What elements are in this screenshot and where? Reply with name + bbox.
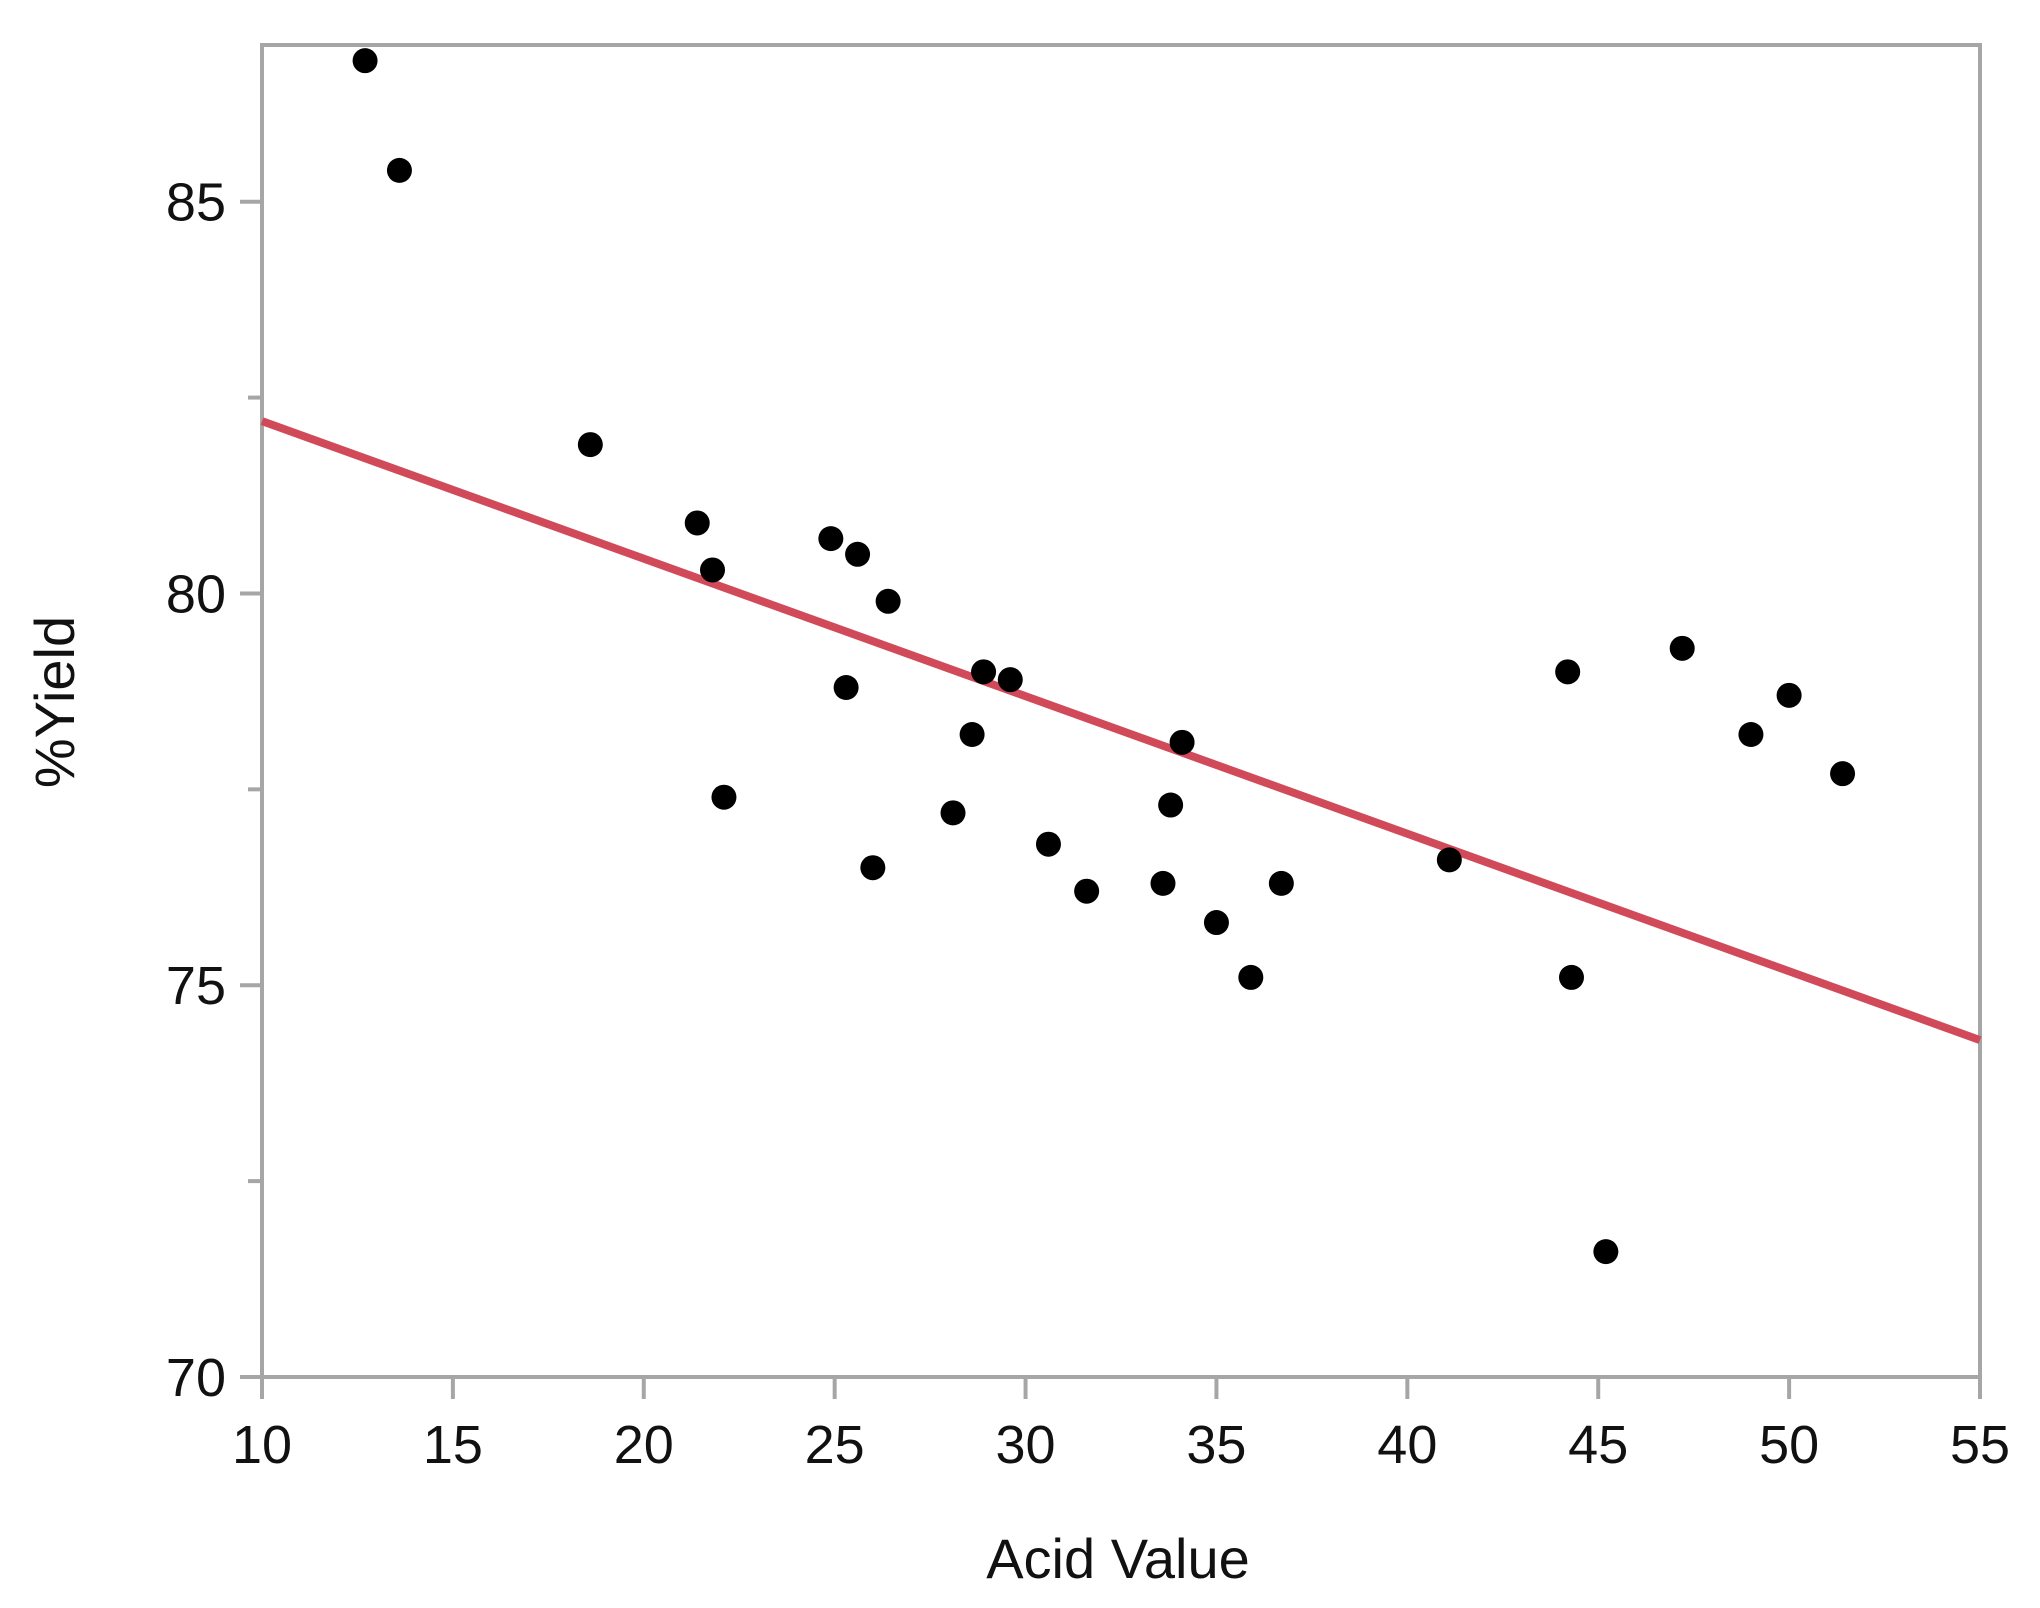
data-point [352, 48, 378, 74]
plot-border [260, 43, 1982, 1379]
data-point [818, 526, 844, 552]
y-tick-label: 85 [166, 173, 226, 233]
data-point [1593, 1239, 1619, 1265]
data-point [875, 588, 901, 614]
y-axis-title: %Yield [23, 616, 86, 788]
plot-frame [260, 43, 1982, 1379]
x-tick-label: 55 [1950, 1415, 2010, 1475]
data-point [1158, 792, 1184, 818]
data-point [845, 541, 871, 567]
x-tick-label: 35 [1186, 1415, 1246, 1475]
x-axis-title: Acid Value [986, 1527, 1250, 1590]
data-point [860, 855, 886, 881]
data-point [699, 557, 725, 583]
data-point [971, 659, 997, 685]
data-point [1203, 910, 1229, 936]
data-point [940, 800, 966, 826]
y-axis-ticks: 70 75 80 85 [166, 173, 262, 1408]
x-tick-label: 15 [423, 1415, 483, 1475]
data-point [833, 674, 859, 700]
data-point [1738, 722, 1764, 748]
data-point [386, 157, 412, 183]
points-layer [352, 48, 1856, 1265]
data-point [997, 667, 1023, 693]
y-tick-label: 80 [166, 564, 226, 624]
x-tick-label: 30 [996, 1415, 1056, 1475]
data-point [1436, 847, 1462, 873]
fit-line [260, 417, 1982, 1044]
x-tick-label: 25 [805, 1415, 865, 1475]
data-point [959, 722, 985, 748]
data-point [1555, 659, 1581, 685]
data-point [1830, 761, 1856, 787]
data-point [1238, 964, 1264, 990]
data-point [1558, 964, 1584, 990]
fit-line-layer [260, 417, 1982, 1044]
x-tick-label: 40 [1377, 1415, 1437, 1475]
x-axis-ticks: 10 15 20 25 30 35 40 45 50 55 [232, 1377, 2010, 1475]
x-tick-label: 10 [232, 1415, 292, 1475]
data-point [1035, 831, 1061, 857]
x-tick-label: 20 [614, 1415, 674, 1475]
y-tick-label: 75 [166, 956, 226, 1016]
y-tick-label: 70 [166, 1348, 226, 1408]
data-point [1074, 878, 1100, 904]
data-point [711, 784, 737, 810]
data-point [1268, 870, 1294, 896]
data-point [1150, 870, 1176, 896]
data-point [1169, 729, 1195, 755]
data-point [1669, 635, 1695, 661]
data-point [684, 510, 710, 536]
data-point [577, 432, 603, 458]
data-point [1776, 682, 1802, 708]
x-tick-label: 45 [1568, 1415, 1628, 1475]
x-tick-label: 50 [1759, 1415, 1819, 1475]
